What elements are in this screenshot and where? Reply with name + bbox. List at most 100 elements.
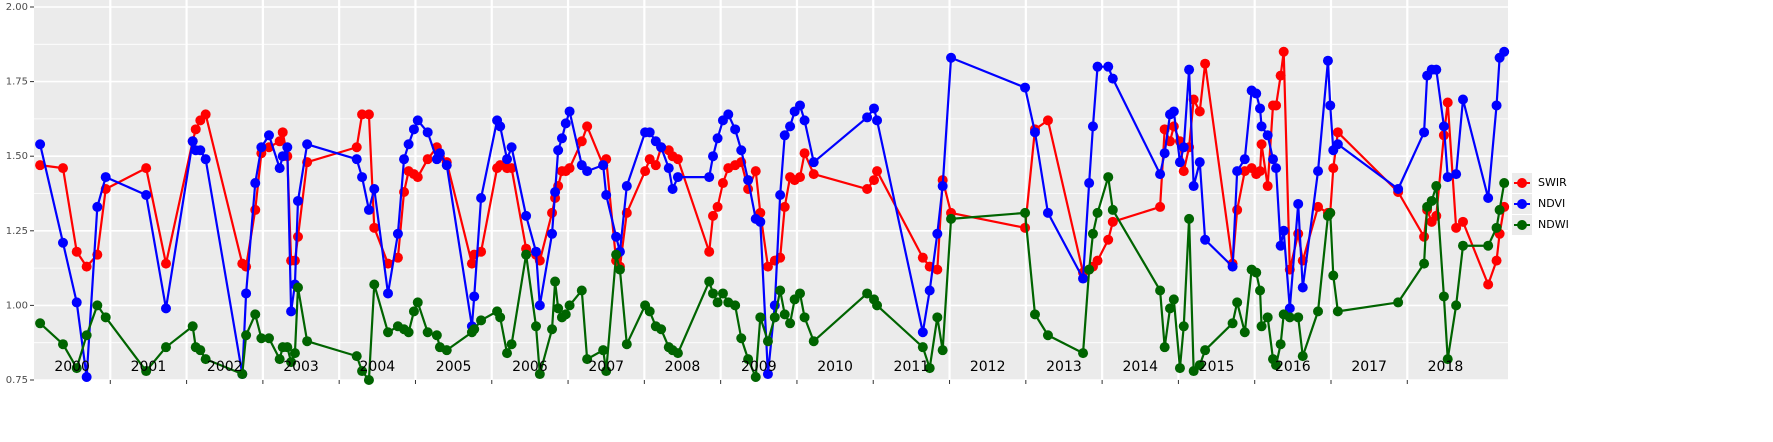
- legend: SWIR NDVI NDWI: [1512, 173, 1569, 235]
- data-point: [1438, 291, 1449, 302]
- data-point: [937, 345, 948, 356]
- data-point: [1438, 121, 1449, 132]
- legend-label: SWIR: [1538, 176, 1567, 189]
- data-point: [1084, 178, 1095, 189]
- data-point: [363, 375, 374, 385]
- data-point: [35, 139, 46, 150]
- data-point: [1275, 70, 1286, 81]
- data-point: [1042, 115, 1053, 126]
- data-point: [1491, 100, 1502, 111]
- data-point: [57, 237, 68, 248]
- data-point: [302, 139, 313, 150]
- data-point: [621, 181, 632, 192]
- data-point: [779, 309, 790, 320]
- data-point: [576, 285, 587, 296]
- data-point: [351, 142, 362, 153]
- data-point: [564, 300, 575, 311]
- data-point: [35, 318, 46, 329]
- data-point: [730, 300, 741, 311]
- data-point: [1078, 348, 1089, 359]
- data-point: [1168, 121, 1179, 132]
- data-point: [81, 372, 92, 383]
- data-point: [383, 327, 394, 338]
- data-point: [808, 169, 819, 180]
- data-point: [644, 127, 655, 138]
- data-point: [392, 228, 403, 239]
- data-point: [190, 124, 201, 135]
- data-point: [1284, 303, 1295, 314]
- data-point: [434, 148, 445, 159]
- data-point: [383, 288, 394, 299]
- data-point: [71, 297, 82, 308]
- data-point: [1271, 100, 1282, 111]
- data-point: [1178, 321, 1189, 332]
- data-point: [1155, 285, 1166, 296]
- year-label: 2005: [436, 359, 472, 375]
- data-point: [1278, 46, 1289, 57]
- data-point: [723, 109, 734, 120]
- data-point: [672, 154, 683, 165]
- data-point: [431, 330, 442, 341]
- data-point: [663, 163, 674, 174]
- data-point: [1194, 157, 1205, 168]
- data-point: [1328, 270, 1339, 281]
- data-point: [1256, 139, 1267, 150]
- data-point: [946, 52, 957, 63]
- data-point: [1159, 342, 1170, 353]
- data-point: [1092, 61, 1103, 72]
- data-point: [357, 366, 368, 377]
- data-point: [614, 264, 625, 275]
- data-point: [357, 109, 368, 120]
- data-point: [1457, 94, 1468, 105]
- data-point: [1251, 267, 1262, 278]
- legend-point: [1517, 178, 1527, 188]
- data-point: [1107, 73, 1118, 84]
- year-label: 2003: [283, 359, 319, 375]
- data-point: [1020, 82, 1031, 93]
- data-point: [1442, 97, 1453, 108]
- data-point: [564, 163, 575, 174]
- data-point: [71, 363, 82, 374]
- data-point: [469, 324, 480, 335]
- data-point: [531, 246, 542, 257]
- data-point: [187, 321, 198, 332]
- year-label: 2008: [665, 359, 701, 375]
- data-point: [1271, 360, 1282, 371]
- data-point: [1499, 178, 1510, 189]
- data-point: [302, 336, 313, 347]
- data-point: [755, 312, 766, 323]
- grid: [34, 0, 1508, 381]
- data-point: [1255, 103, 1266, 114]
- data-point: [755, 216, 766, 227]
- data-point: [200, 154, 211, 165]
- year-label: 2018: [1428, 359, 1464, 375]
- data-point: [1393, 184, 1404, 195]
- data-point: [712, 133, 723, 144]
- data-point: [1426, 195, 1437, 206]
- data-point: [286, 357, 297, 368]
- data-point: [1194, 360, 1205, 371]
- data-point: [547, 324, 558, 335]
- data-point: [598, 345, 609, 356]
- data-point: [550, 276, 561, 287]
- data-point: [141, 189, 152, 200]
- data-point: [1325, 207, 1336, 218]
- y-tick-label: 1.00: [6, 300, 28, 311]
- data-point: [466, 258, 477, 269]
- data-point: [1499, 46, 1510, 57]
- data-point: [1393, 297, 1404, 308]
- data-point: [1271, 163, 1282, 174]
- data-point: [868, 103, 879, 114]
- data-point: [1451, 169, 1462, 180]
- data-point: [704, 246, 715, 257]
- data-point: [1165, 303, 1176, 314]
- data-point: [762, 369, 773, 380]
- data-point: [656, 324, 667, 335]
- data-point: [1431, 64, 1442, 75]
- data-point: [422, 154, 433, 165]
- data-point: [556, 133, 567, 144]
- data-point: [506, 163, 517, 174]
- data-point: [799, 148, 810, 159]
- data-point: [932, 264, 943, 275]
